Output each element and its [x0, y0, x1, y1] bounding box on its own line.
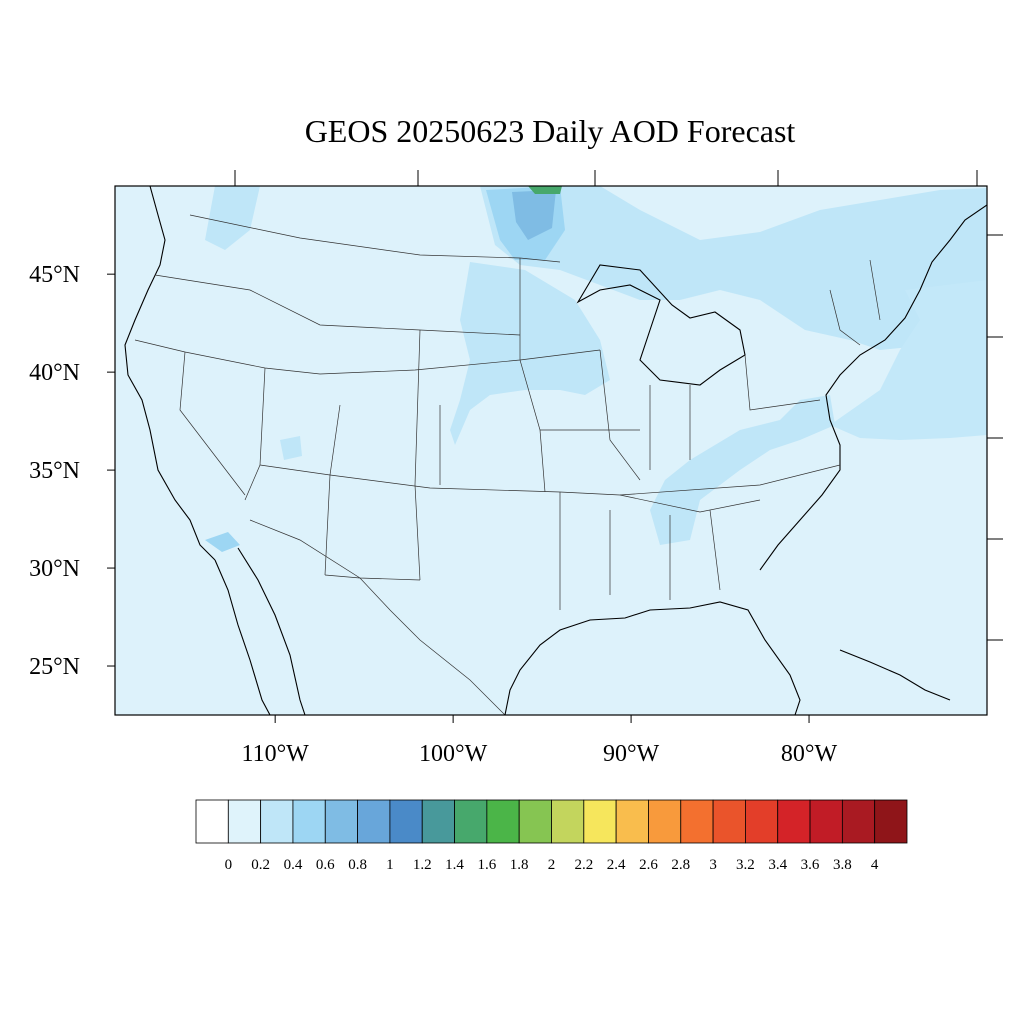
lon-label: 100°W: [419, 741, 488, 767]
colorbar-label: 3.2: [736, 857, 755, 873]
colorbar-label: 4: [871, 857, 879, 873]
lon-label: 90°W: [603, 741, 660, 767]
colorbar-label: 0.4: [284, 857, 303, 873]
aod-plume-mexico: [205, 532, 240, 552]
colorbar-swatch: [486, 799, 520, 844]
lat-label: 45°N: [29, 262, 80, 288]
pacific-coastline: [124, 186, 216, 561]
gulf-of-california-coast: [237, 547, 306, 715]
lon-label: 80°W: [781, 741, 838, 767]
caribbean-islands: [839, 649, 951, 701]
colorbar-label: 1.4: [445, 857, 464, 873]
map-border: [114, 185, 988, 716]
longitude-axis: 110°W 100°W 90°W 80°W: [241, 715, 838, 767]
lat-label: 25°N: [29, 654, 80, 680]
colorbar-label: 2.6: [639, 857, 658, 873]
colorbar-label: 1.2: [413, 857, 432, 873]
colorbar-swatch: [260, 799, 294, 844]
colorbar-label: 3.4: [768, 857, 787, 873]
aod-plume-utah: [280, 436, 302, 460]
colorbar-swatch: [551, 799, 585, 844]
us-canada-border: [189, 214, 561, 263]
colorbar-swatch: [648, 799, 682, 844]
colorbar-swatch: [518, 799, 552, 844]
border-lines-midwest: [599, 349, 821, 481]
lat-label: 30°N: [29, 556, 80, 582]
atlantic-coastline: [759, 204, 987, 571]
colorbar-label: 3.6: [801, 857, 820, 873]
right-tick-marks: [987, 234, 1003, 641]
aod-plume-atlantic: [830, 280, 987, 440]
colorbar-label: 2.4: [607, 857, 626, 873]
lon-label: 110°W: [241, 741, 309, 767]
aod-colorbar: [195, 799, 908, 844]
aod-plume-plains: [450, 262, 610, 445]
border-lines-northeast: [829, 259, 881, 346]
colorbar-swatch: [712, 799, 746, 844]
latitude-axis: 45°N 40°N 35°N 30°N 25°N: [29, 262, 115, 680]
colorbar-swatch: [195, 799, 229, 844]
colorbar-label: 2: [548, 857, 556, 873]
colorbar-labels: 0 0.2 0.4 0.6 0.8 1 1.2 1.4 1.6 1.8 2 2.2 2.4 2.6 2.8 3…: [225, 857, 879, 873]
top-tick-marks: [234, 170, 978, 186]
colorbar-swatch: [324, 799, 358, 844]
colorbar-swatch: [615, 799, 649, 844]
border-line-north: [154, 274, 521, 336]
aod-plume-northwest: [205, 186, 260, 250]
colorbar-label: 2.8: [671, 857, 690, 873]
colorbar-swatch: [583, 799, 617, 844]
aod-plume-layer: [205, 186, 987, 552]
colorbar-swatch: [454, 799, 488, 844]
gulf-coastline: [504, 601, 801, 715]
aod-plume-southeast: [650, 395, 835, 545]
colorbar-label: 1.8: [510, 857, 529, 873]
colorbar-swatch: [841, 799, 876, 844]
colorbar-swatch: [874, 799, 908, 844]
colorbar-label: 3: [709, 857, 717, 873]
aod-plume-max: [528, 186, 562, 194]
lat-label: 40°N: [29, 360, 80, 386]
colorbar-swatch: [680, 799, 714, 844]
colorbar-label: 0.6: [316, 857, 335, 873]
lat-label: 35°N: [29, 458, 80, 484]
colorbar-label: 0.2: [251, 857, 270, 873]
colorbar-swatch: [809, 799, 843, 844]
aod-plume-core-inner: [512, 190, 556, 240]
colorbar-swatch: [421, 799, 455, 844]
colorbar-label: 0.8: [348, 857, 367, 873]
us-mexico-border: [249, 519, 506, 715]
map-title: GEOS 20250623 Daily AOD Forecast: [305, 113, 796, 149]
state-borders-layer: [134, 214, 881, 715]
colorbar-swatch: [389, 799, 423, 844]
colorbar-swatch: [777, 799, 811, 844]
aod-plume-north: [480, 186, 987, 350]
border-lines-vertical: [244, 258, 546, 581]
border-lines-southeast: [540, 429, 761, 610]
coastline-layer: [124, 186, 987, 715]
colorbar-label: 0: [225, 857, 233, 873]
colorbar-swatch: [745, 799, 779, 844]
colorbar-label: 2.2: [574, 857, 593, 873]
colorbar-swatch: [227, 799, 262, 844]
colorbar-label: 3.8: [833, 857, 852, 873]
colorbar-label: 1: [386, 857, 394, 873]
great-lakes-outline: [576, 264, 746, 386]
colorbar-swatch: [292, 799, 326, 844]
map-panel: [114, 185, 988, 716]
baja-coastline: [214, 559, 271, 715]
colorbar-swatch: [357, 799, 391, 844]
colorbar-label: 1.6: [477, 857, 496, 873]
